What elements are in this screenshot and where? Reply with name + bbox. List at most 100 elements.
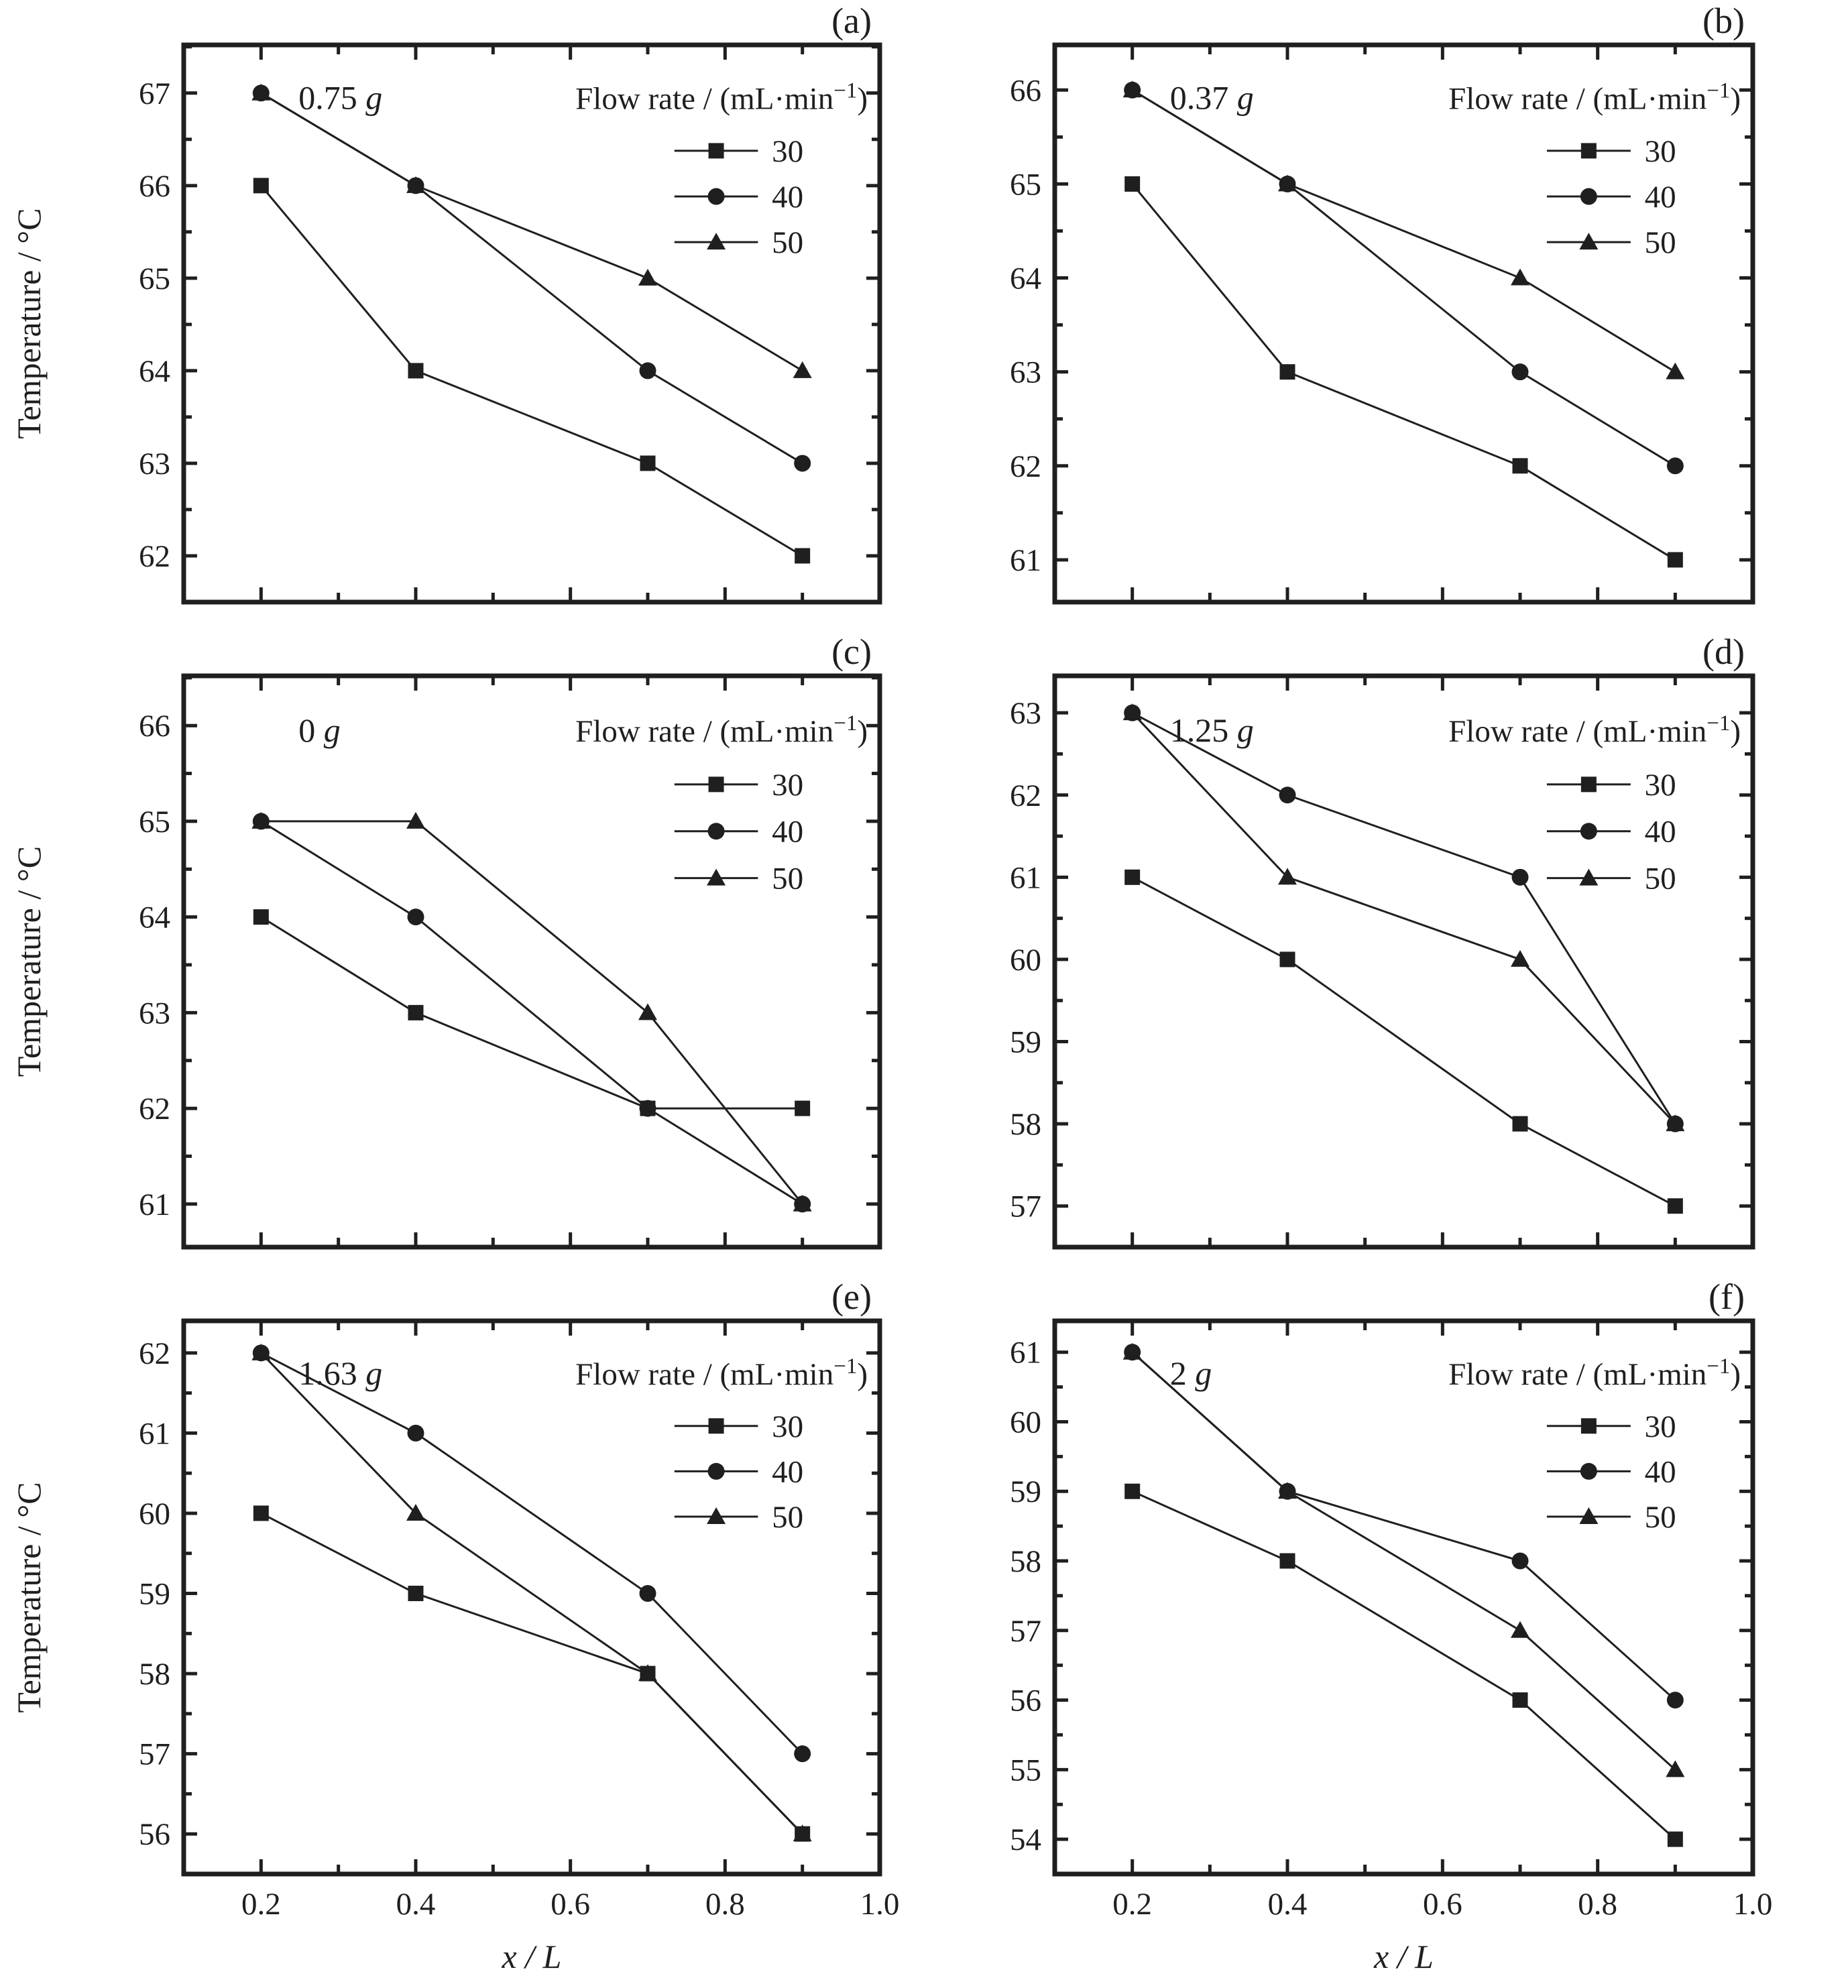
legend-entry-label: 40 bbox=[772, 815, 803, 850]
x-tick-label: 1.0 bbox=[1733, 1887, 1773, 1922]
series-30-line bbox=[260, 184, 803, 557]
legend-entry-40: 40 bbox=[1546, 1454, 1676, 1489]
y-tick-labels: 61 62 63 64 65 66 bbox=[139, 709, 170, 1222]
series-50-line bbox=[260, 1352, 803, 1835]
series-30-marker-square-icon bbox=[640, 455, 656, 471]
y-tick-label: 63 bbox=[1010, 355, 1041, 390]
y-tick-label: 60 bbox=[1010, 1405, 1041, 1440]
y-tick-label: 62 bbox=[139, 539, 170, 574]
series-40-marker-circle-icon bbox=[794, 1745, 811, 1763]
y-tick-label: 60 bbox=[139, 1497, 170, 1531]
legend-title: Flow rate / (mL·min−1) bbox=[1448, 711, 1741, 749]
legend: Flow rate / (mL·min−1) 30 40 50 bbox=[575, 79, 868, 261]
y-tick-label: 61 bbox=[1010, 860, 1041, 895]
x-tick-label: 0.4 bbox=[1268, 1887, 1308, 1922]
y-tick-label: 63 bbox=[139, 447, 170, 481]
series-40-marker-circle-icon bbox=[407, 909, 424, 926]
series-30-marker-square-icon bbox=[1667, 1198, 1683, 1214]
panel-a: 62 63 64 65 66 67 0.75 g Flow rate / (mL·min−1)… bbox=[10, 1, 882, 605]
legend-entry-30: 30 bbox=[674, 1409, 803, 1444]
y-tick-label: 57 bbox=[139, 1737, 170, 1772]
legend-marker-triangle-triangle-icon bbox=[1579, 1507, 1599, 1525]
y-tick-label: 66 bbox=[139, 169, 170, 204]
y-tick-label: 57 bbox=[1010, 1614, 1041, 1649]
y-tick-label: 62 bbox=[139, 1336, 170, 1371]
plot-frame bbox=[1052, 1318, 1755, 1877]
legend-marker-square-square-icon bbox=[1580, 776, 1597, 793]
legend-marker-circle-circle-icon bbox=[707, 188, 725, 205]
legend-marker-circle-circle-icon bbox=[707, 823, 725, 840]
series-40-marker-circle-icon bbox=[1666, 457, 1684, 475]
x-tick-label: 1.0 bbox=[860, 1887, 900, 1922]
plot-frame bbox=[181, 42, 882, 605]
plot-frame bbox=[1052, 673, 1755, 1250]
legend-entry-label: 50 bbox=[1645, 1500, 1676, 1535]
series-50-marker-triangle-icon bbox=[1122, 703, 1142, 721]
series-30-marker-square-icon bbox=[408, 1004, 424, 1020]
series-50-marker-triangle-icon bbox=[1278, 174, 1297, 192]
series-30-marker-square-icon bbox=[1512, 458, 1528, 474]
legend-entry-label: 50 bbox=[1645, 225, 1676, 260]
legend-marker-triangle-triangle-icon bbox=[707, 1507, 726, 1525]
series-50-marker-triangle-icon bbox=[793, 1194, 812, 1212]
legend-marker-triangle-triangle-icon bbox=[1579, 868, 1599, 886]
x-axis-title: x / L bbox=[1373, 1938, 1434, 1975]
legend-marker-square-square-icon bbox=[708, 1418, 724, 1434]
y-tick-labels: 54 55 56 57 58 59 60 61 bbox=[1010, 1336, 1041, 1857]
plot-frame bbox=[1052, 42, 1755, 605]
y-tick-label: 58 bbox=[139, 1657, 170, 1692]
mass-label: 1.63 g bbox=[298, 1354, 382, 1392]
series-40-marker-circle-icon bbox=[1279, 786, 1296, 804]
panel-letter-label: (e) bbox=[831, 1277, 872, 1317]
legend-entry-label: 30 bbox=[772, 1409, 803, 1444]
legend-entry-50: 50 bbox=[1546, 862, 1676, 896]
legend-marker-circle-circle-icon bbox=[1580, 823, 1597, 840]
series-30-marker-square-icon bbox=[795, 1100, 811, 1116]
y-tick-labels: 62 63 64 65 66 67 bbox=[139, 76, 170, 574]
series-30-marker-square-icon bbox=[1279, 364, 1295, 380]
y-tick-labels: 57 58 59 60 61 62 63 bbox=[1010, 696, 1041, 1224]
series-30-marker-square-icon bbox=[1667, 1831, 1683, 1847]
x-tick-labels: 0.2 0.4 0.6 0.8 1.0 bbox=[241, 1887, 899, 1922]
legend-entry-30: 30 bbox=[1546, 768, 1676, 803]
y-tick-label: 63 bbox=[139, 996, 170, 1031]
series-40-line bbox=[1131, 711, 1676, 1124]
y-tick-label: 65 bbox=[1010, 167, 1041, 202]
panel-letter-label: (f) bbox=[1709, 1277, 1745, 1317]
panel-b: 61 62 63 64 65 66 0.37 g Flow rate / (mL·min−1)… bbox=[1010, 1, 1755, 605]
series-50-marker-triangle-icon bbox=[1278, 868, 1297, 885]
series-50-marker-triangle-icon bbox=[406, 1503, 425, 1521]
y-tick-label: 61 bbox=[139, 1416, 170, 1451]
series-30-line bbox=[1131, 876, 1676, 1208]
y-tick-label: 61 bbox=[1010, 543, 1041, 578]
y-tick-label: 59 bbox=[1010, 1474, 1041, 1509]
series-30 bbox=[1124, 1483, 1683, 1847]
legend-marker-circle-circle-icon bbox=[707, 1462, 725, 1480]
legend-entry-label: 50 bbox=[772, 1500, 803, 1535]
series-30-marker-square-icon bbox=[1667, 552, 1683, 568]
x-tick-label: 0.4 bbox=[396, 1887, 436, 1922]
panel-f: 54 55 56 57 58 59 60 61 2 g Flow rate / (mL·min−1… bbox=[1010, 1277, 1772, 1975]
series-40-marker-circle-icon bbox=[794, 455, 811, 472]
y-axis-title: Temperature / °C bbox=[10, 846, 48, 1077]
panel-letter-label: (a) bbox=[831, 1, 872, 41]
series-50-marker-triangle-icon bbox=[1278, 1482, 1297, 1499]
series-50-line bbox=[1131, 1351, 1676, 1771]
y-tick-label: 66 bbox=[139, 709, 170, 744]
mass-label: 0.75 g bbox=[298, 79, 382, 117]
x-tick-label: 0.2 bbox=[241, 1887, 281, 1922]
legend-entry-30: 30 bbox=[1546, 1409, 1676, 1444]
y-tick-label: 62 bbox=[139, 1092, 170, 1126]
legend-entry-label: 40 bbox=[1645, 815, 1676, 850]
plot-frame bbox=[181, 673, 882, 1250]
series-30-marker-square-icon bbox=[1124, 1483, 1141, 1499]
y-tick-label: 62 bbox=[1010, 778, 1041, 813]
y-tick-label: 61 bbox=[1010, 1336, 1041, 1370]
plot-frame bbox=[181, 1318, 882, 1877]
series-50-marker-triangle-icon bbox=[793, 1824, 812, 1842]
series-50-marker-triangle-icon bbox=[251, 1343, 271, 1360]
legend-entry-50: 50 bbox=[674, 1500, 803, 1535]
y-tick-label: 63 bbox=[1010, 696, 1041, 731]
y-tick-label: 56 bbox=[139, 1817, 170, 1852]
